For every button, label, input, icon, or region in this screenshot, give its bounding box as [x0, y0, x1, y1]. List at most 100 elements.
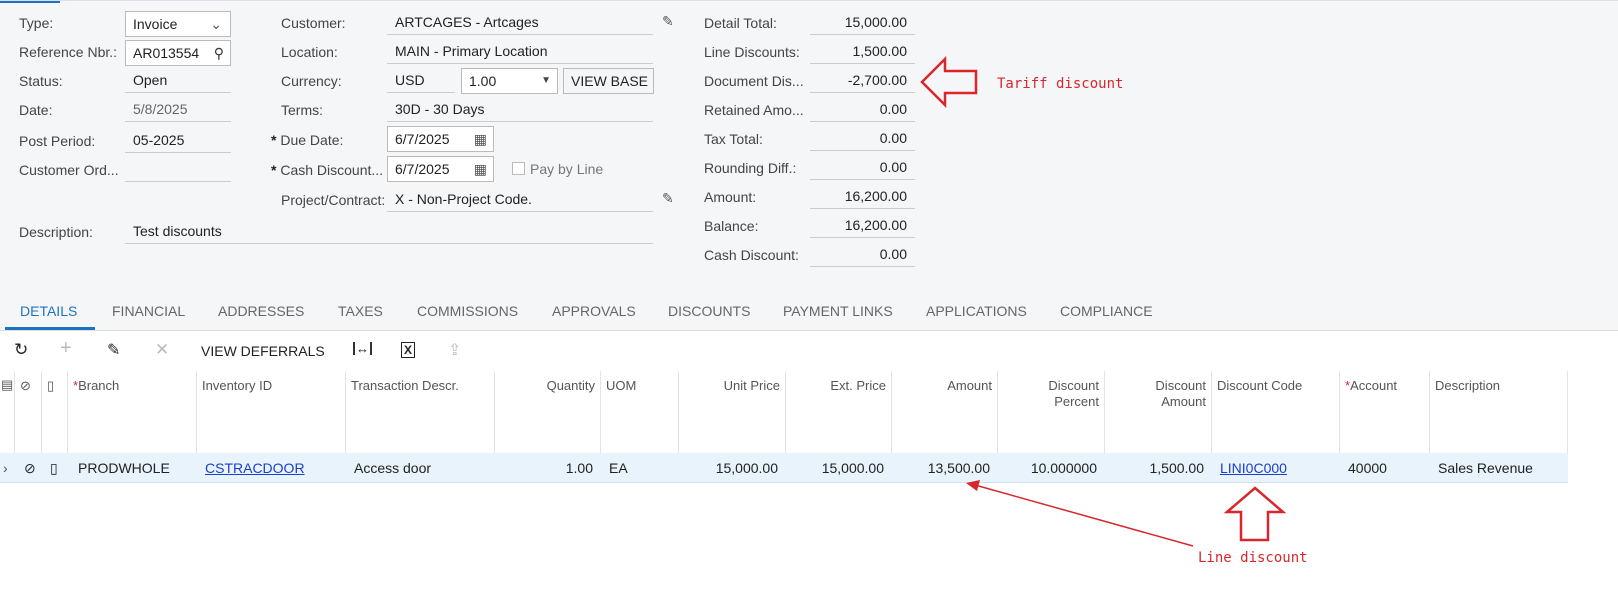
terms-label: Terms:	[281, 102, 323, 118]
discount-code-link[interactable]: LINI0C000	[1220, 460, 1287, 476]
calendar-icon[interactable]: ▦	[473, 131, 487, 147]
customer-input[interactable]: ARTCAGES - Artcages	[387, 11, 653, 35]
post-period-input[interactable]: 05-2025	[125, 129, 231, 153]
project-input[interactable]: X - Non-Project Code.	[387, 188, 653, 212]
project-label: Project/Contract:	[281, 192, 386, 208]
note-icon: ▯	[42, 371, 68, 453]
cell-description: Sales Revenue	[1438, 460, 1533, 476]
document-header: Type: Invoice ⌄ Reference Nbr.: AR013554 ⚲…	[0, 0, 1618, 267]
search-icon[interactable]: ⚲	[213, 45, 224, 61]
total-label: Document Dis...	[704, 73, 804, 89]
column-header[interactable]: Discount Code	[1212, 371, 1340, 453]
cell-account: 40000	[1348, 460, 1387, 476]
due-date-input[interactable]: 6/7/2025 ▦	[387, 126, 494, 152]
note-icon[interactable]: ▯	[50, 460, 58, 476]
column-header[interactable]: Description	[1430, 371, 1568, 453]
currency-value: USD	[387, 69, 455, 93]
total-label: Cash Discount:	[704, 247, 799, 263]
row-selector-icon[interactable]: ▤	[0, 371, 15, 453]
tab-commissions[interactable]: COMMISSIONS	[417, 303, 519, 319]
column-header[interactable]: Unit Price	[679, 371, 786, 453]
column-header[interactable]: Amount	[892, 371, 998, 453]
cell-ext-price: 15,000.00	[821, 460, 884, 476]
column-header[interactable]: Discount Amount	[1105, 371, 1212, 453]
status-label: Status:	[19, 73, 63, 89]
active-tab-underline	[5, 327, 95, 330]
chevron-down-icon: ⌄	[210, 16, 222, 32]
currency-label: Currency:	[281, 73, 342, 89]
calendar-icon[interactable]: ▦	[473, 161, 487, 177]
tab-approvals[interactable]: APPROVALS	[552, 303, 636, 319]
cell-discount-code[interactable]: LINI0C000	[1212, 460, 1340, 476]
cell-amount: 13,500.00	[927, 460, 990, 476]
column-header[interactable]: Ext. Price	[786, 371, 892, 453]
edit-icon[interactable]: ✎	[107, 342, 121, 359]
currency-rate-select[interactable]: 1.00 ▼	[461, 68, 558, 94]
type-select[interactable]: Invoice ⌄	[125, 11, 231, 37]
upload-icon[interactable]: ⇪	[448, 342, 462, 359]
pointer-arrow-head	[966, 480, 980, 491]
fit-columns-icon[interactable]: ↔	[353, 342, 372, 355]
table-row[interactable]	[0, 453, 1568, 483]
tab-taxes[interactable]: TAXES	[338, 303, 383, 319]
cell-inventory-id[interactable]: CSTRACDOOR	[197, 460, 346, 476]
terms-input[interactable]: 30D - 30 Days	[387, 98, 653, 122]
total-value: 16,200.00	[810, 214, 915, 238]
tab-financial[interactable]: FINANCIAL	[112, 303, 186, 319]
description-input[interactable]: Test discounts	[125, 220, 653, 244]
expand-row-icon[interactable]: ›	[3, 460, 8, 476]
total-label: Tax Total:	[704, 131, 763, 147]
reference-label: Reference Nbr.:	[19, 44, 118, 60]
attachment-icon[interactable]: ⊘	[24, 460, 36, 476]
pay-by-line-label: Pay by Line	[530, 161, 604, 177]
column-header[interactable]: UOM	[601, 371, 679, 453]
location-label: Location:	[281, 44, 338, 60]
column-header[interactable]: Inventory ID	[197, 371, 346, 453]
tab-compliance[interactable]: COMPLIANCE	[1060, 303, 1153, 319]
add-icon[interactable]: +	[60, 337, 72, 359]
tariff-arrow-icon	[920, 56, 978, 108]
cell-branch: PRODWHOLE	[78, 460, 170, 476]
tariff-discount-annotation: Tariff discount	[997, 76, 1124, 92]
delete-icon[interactable]: ✕	[155, 340, 170, 359]
reference-input[interactable]: AR013554 ⚲	[125, 40, 231, 66]
tab-details[interactable]: DETAILS	[20, 303, 78, 319]
total-value: 0.00	[810, 98, 915, 122]
total-label: Rounding Diff.:	[704, 160, 797, 176]
view-base-button[interactable]: VIEW BASE	[563, 68, 654, 94]
line-discount-annotation: Line discount	[1198, 550, 1308, 566]
tab-discounts[interactable]: DISCOUNTS	[668, 303, 751, 319]
post-period-label: Post Period:	[19, 133, 96, 149]
tab-bar: DETAILS FINANCIAL ADDRESSES TAXES COMMISSION…	[0, 300, 1618, 331]
pay-by-line-checkbox[interactable]	[512, 162, 525, 175]
export-excel-icon[interactable]: X	[401, 342, 416, 358]
customer-label: Customer:	[281, 15, 346, 31]
column-header[interactable]: Discount Percent	[998, 371, 1105, 453]
cell-unit-price: 15,000.00	[715, 460, 778, 476]
column-header[interactable]: *Account	[1340, 371, 1430, 453]
cell-uom: EA	[609, 460, 628, 476]
tab-addresses[interactable]: ADDRESSES	[218, 303, 305, 319]
inventory-id-link[interactable]: CSTRACDOOR	[205, 460, 305, 476]
refresh-icon[interactable]: ↻	[14, 340, 29, 359]
customer-order-input[interactable]	[125, 158, 231, 182]
tab-applications[interactable]: APPLICATIONS	[926, 303, 1027, 319]
total-label: Amount:	[704, 189, 757, 205]
total-value: 16,200.00	[810, 185, 915, 209]
tab-payment-links[interactable]: PAYMENT LINKS	[783, 303, 893, 319]
attachment-icon: ⊘	[15, 371, 42, 453]
column-header[interactable]: Quantity	[495, 371, 601, 453]
status-value: Open	[125, 69, 231, 93]
customer-order-label: Customer Ord...	[19, 162, 119, 178]
edit-customer-icon[interactable]: ✎	[662, 13, 674, 29]
location-input[interactable]: MAIN - Primary Location	[387, 40, 653, 64]
total-value: 0.00	[810, 156, 915, 180]
edit-project-icon[interactable]: ✎	[662, 190, 674, 206]
column-header[interactable]: Transaction Descr.	[346, 371, 495, 453]
total-label: Balance:	[704, 218, 759, 234]
column-header[interactable]: *Branch	[68, 371, 197, 453]
view-deferrals-button[interactable]: VIEW DEFERRALS	[201, 343, 325, 359]
total-value: 0.00	[810, 243, 915, 267]
active-indicator	[0, 1, 60, 3]
cash-discount-date-input[interactable]: 6/7/2025 ▦	[387, 156, 494, 182]
